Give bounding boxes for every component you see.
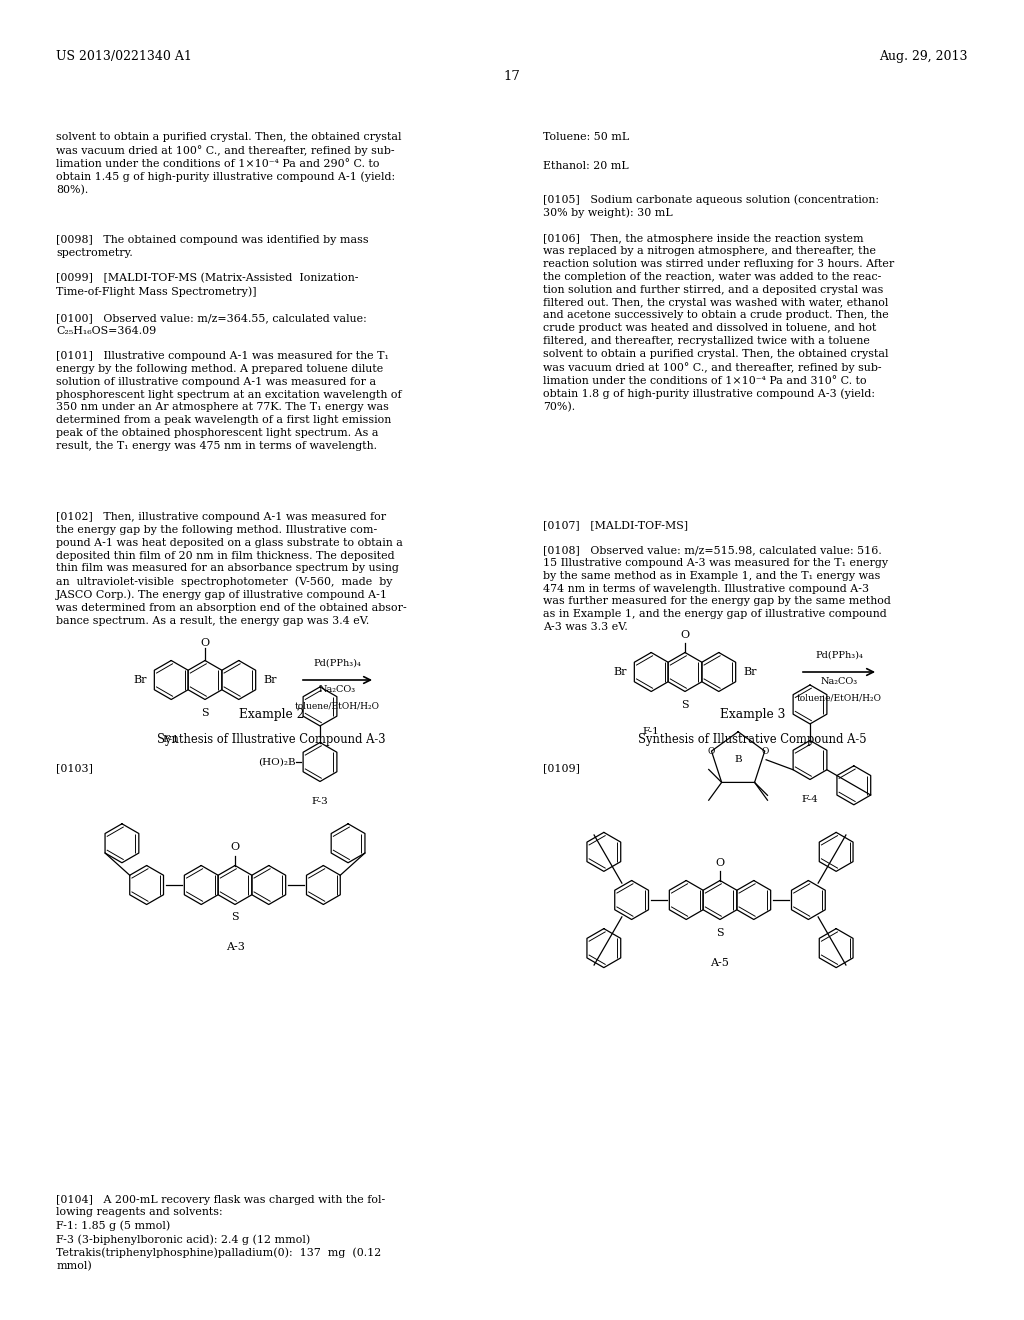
Text: O: O xyxy=(716,858,725,867)
Text: F-4: F-4 xyxy=(802,795,818,804)
Text: toluene/EtOH/H₂O: toluene/EtOH/H₂O xyxy=(797,694,882,704)
Text: S: S xyxy=(231,912,239,923)
Text: [0099]   [MALDI-TOF-MS (Matrix-Assisted  Ionization-
Time-of-Flight Mass Spectro: [0099] [MALDI-TOF-MS (Matrix-Assisted Io… xyxy=(56,273,358,297)
Text: [0108]   Observed value: m/z=515.98, calculated value: 516.
15 Illustrative comp: [0108] Observed value: m/z=515.98, calcu… xyxy=(543,545,891,632)
Text: (HO)₂B: (HO)₂B xyxy=(258,758,296,767)
Text: [0098]   The obtained compound was identified by mass
spectrometry.: [0098] The obtained compound was identif… xyxy=(56,235,369,257)
Text: Synthesis of Illustrative Compound A-5: Synthesis of Illustrative Compound A-5 xyxy=(638,733,867,746)
Text: A-5: A-5 xyxy=(711,957,729,968)
Text: O: O xyxy=(680,630,689,639)
Text: Br: Br xyxy=(743,667,757,677)
Text: Na₂CO₃: Na₂CO₃ xyxy=(820,677,857,686)
Text: B: B xyxy=(734,755,742,764)
Text: [0103]: [0103] xyxy=(56,763,93,774)
Text: A-3: A-3 xyxy=(225,942,245,953)
Text: 17: 17 xyxy=(504,70,520,83)
Text: Toluene: 50 mL: Toluene: 50 mL xyxy=(543,132,629,143)
Text: Br: Br xyxy=(613,667,627,677)
Text: Br: Br xyxy=(263,675,276,685)
Text: toluene/EtOH/H₂O: toluene/EtOH/H₂O xyxy=(295,702,380,711)
Text: [0104]   A 200-mL recovery flask was charged with the fol-
lowing reagents and s: [0104] A 200-mL recovery flask was charg… xyxy=(56,1195,386,1271)
Text: [0100]   Observed value: m/z=364.55, calculated value:
C₂₅H₁₆OS=364.09: [0100] Observed value: m/z=364.55, calcu… xyxy=(56,313,367,335)
Text: Br: Br xyxy=(133,675,146,685)
Text: Pd(PPh₃)₄: Pd(PPh₃)₄ xyxy=(313,659,361,668)
Text: S: S xyxy=(716,928,724,937)
Text: O: O xyxy=(230,842,240,853)
Text: Synthesis of Illustrative Compound A-3: Synthesis of Illustrative Compound A-3 xyxy=(157,733,386,746)
Text: [0102]   Then, illustrative compound A-1 was measured for
the energy gap by the : [0102] Then, illustrative compound A-1 w… xyxy=(56,512,408,626)
Text: Example 2: Example 2 xyxy=(239,708,304,721)
Text: S: S xyxy=(681,700,689,710)
Text: US 2013/0221340 A1: US 2013/0221340 A1 xyxy=(56,50,193,63)
Text: O: O xyxy=(708,747,715,755)
Text: F-3: F-3 xyxy=(311,796,329,805)
Text: [0109]: [0109] xyxy=(543,763,580,774)
Text: [0106]   Then, the atmosphere inside the reaction system
was replaced by a nitro: [0106] Then, the atmosphere inside the r… xyxy=(543,234,894,412)
Text: solvent to obtain a purified crystal. Then, the obtained crystal
was vacuum drie: solvent to obtain a purified crystal. Th… xyxy=(56,132,401,195)
Text: O: O xyxy=(201,638,210,648)
Text: Na₂CO₃: Na₂CO₃ xyxy=(318,685,356,694)
Text: Example 3: Example 3 xyxy=(720,708,785,721)
Text: Aug. 29, 2013: Aug. 29, 2013 xyxy=(880,50,968,63)
Text: [0105]   Sodium carbonate aqueous solution (concentration:
30% by weight): 30 mL: [0105] Sodium carbonate aqueous solution… xyxy=(543,194,879,218)
Text: Pd(PPh₃)₄: Pd(PPh₃)₄ xyxy=(815,651,863,660)
Text: F-1: F-1 xyxy=(643,726,659,735)
Text: F-1: F-1 xyxy=(163,734,179,743)
Text: Ethanol: 20 mL: Ethanol: 20 mL xyxy=(543,161,629,172)
Text: [0101]   Illustrative compound A-1 was measured for the T₁
energy by the followi: [0101] Illustrative compound A-1 was mea… xyxy=(56,351,402,450)
Text: S: S xyxy=(201,708,209,718)
Text: [0107]   [MALDI-TOF-MS]: [0107] [MALDI-TOF-MS] xyxy=(543,520,688,531)
Text: O: O xyxy=(761,747,768,755)
